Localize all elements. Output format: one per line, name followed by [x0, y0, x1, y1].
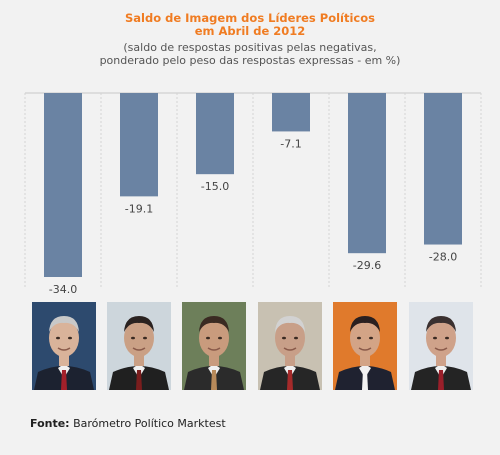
data-label-3: -15.0	[201, 180, 229, 193]
bar-2	[120, 93, 158, 197]
data-label-5: -29.6	[353, 259, 381, 272]
data-label-2: -19.1	[125, 202, 153, 215]
bar-6	[424, 93, 462, 245]
source-label: Fonte:	[30, 417, 70, 430]
bar-4	[272, 93, 310, 132]
data-label-6: -28.0	[429, 251, 457, 264]
leader-photo-3	[182, 302, 246, 390]
chart-title-line-1: Saldo de Imagem dos Líderes Políticos	[124, 11, 375, 25]
data-label-4: -7.1	[280, 137, 301, 150]
source-text: Barómetro Político Marktest	[73, 417, 226, 430]
bar-3	[196, 93, 234, 175]
source-note: Fonte: Barómetro Político Marktest	[30, 417, 226, 430]
chart-subtitle-line-2: ponderado pelo peso das respostas expres…	[99, 54, 401, 67]
chart-title-line-2: em Abril de 2012	[194, 24, 306, 38]
chart-subtitle-line-1: (saldo de respostas positivas pelas nega…	[123, 41, 377, 54]
leader-photo-5	[333, 302, 397, 390]
bar-5	[348, 93, 386, 254]
leader-photo-2	[107, 302, 171, 390]
leader-photo-6	[409, 302, 473, 390]
leader-photo-1	[32, 302, 96, 390]
bar-1	[44, 93, 82, 277]
leader-photo-4	[258, 302, 322, 390]
data-label-1: -34.0	[49, 283, 77, 296]
